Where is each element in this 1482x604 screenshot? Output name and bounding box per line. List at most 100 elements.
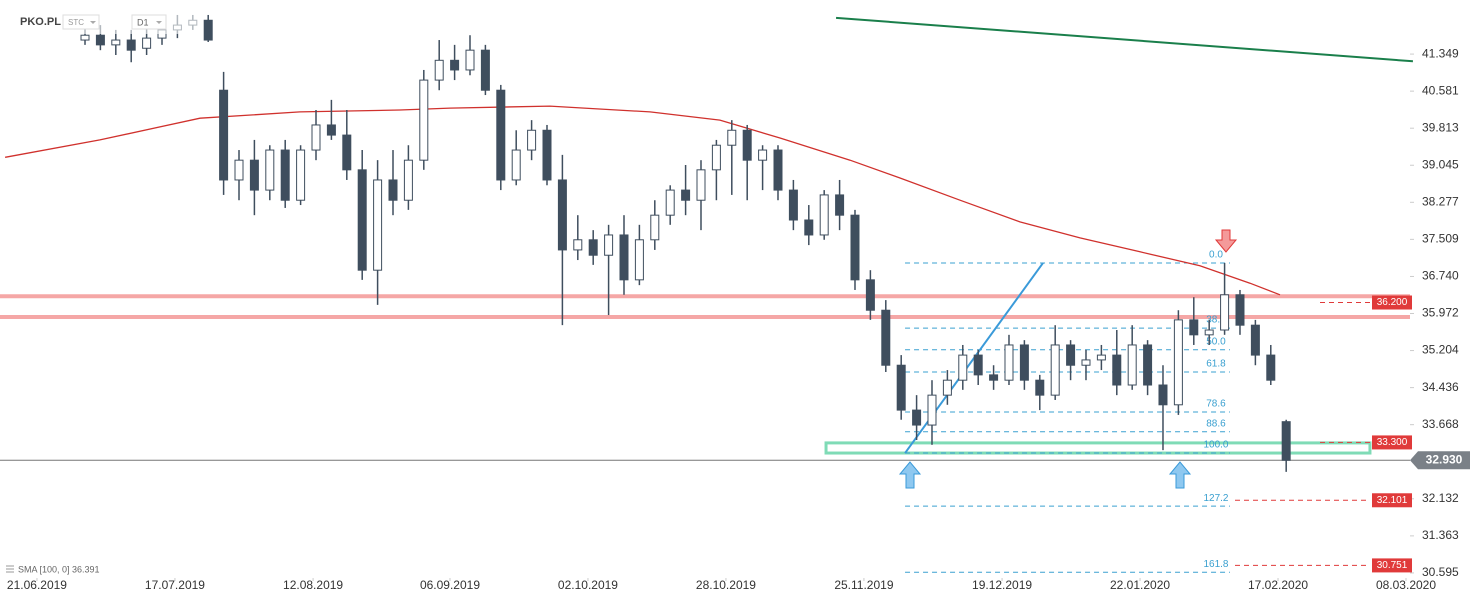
candle-body [311, 124, 321, 151]
candle-body [742, 129, 752, 161]
x-tick-label: 17.02.2020 [1248, 578, 1308, 592]
x-tick-label: 17.07.2019 [145, 578, 205, 592]
candle-body [434, 59, 444, 81]
mode: STC [68, 18, 84, 27]
fib-label: 61.8 [1206, 359, 1226, 370]
candle-body [326, 124, 336, 136]
candle-body [1143, 344, 1153, 386]
candle-body [1019, 344, 1029, 381]
y-tick-label: 39.045 [1422, 157, 1459, 171]
plot: 0.0 38.2 50.0 61.8 78.6 88.6 100.0 127.2 161.8 [0, 14, 1414, 573]
candle-body [234, 159, 244, 181]
price-tag [1372, 435, 1412, 450]
y-tick-label: 41.349 [1422, 46, 1459, 60]
candle-body [1189, 319, 1199, 336]
candle-body [1158, 384, 1168, 406]
candle-body [219, 89, 229, 181]
x-tick-label: 19.12.2019 [972, 578, 1032, 592]
candle-body [773, 149, 783, 191]
candle-body [1235, 294, 1245, 326]
candle-body [989, 374, 999, 381]
candle-body [727, 129, 737, 146]
candle-body [357, 169, 367, 271]
up-arrow [898, 461, 922, 489]
x-tick-label: 25.11.2019 [834, 578, 893, 592]
x-tick-label: 02.10.2019 [558, 578, 618, 592]
y-tick-label: 39.813 [1422, 120, 1459, 134]
candle-body [1204, 329, 1214, 336]
y-tick-label: 37.509 [1422, 232, 1459, 246]
candle-body [496, 89, 506, 181]
trendline [835, 16, 1414, 63]
legend[interactable]: SMA [100, 0] 36.391 [18, 564, 100, 574]
y-tick-label: 36.740 [1422, 269, 1459, 283]
candle-body [850, 214, 860, 281]
x-tick-label: 12.08.2019 [283, 578, 343, 592]
candle-body [650, 214, 660, 241]
fib-label: 78.6 [1206, 399, 1226, 410]
candle-body [681, 189, 691, 201]
y-tick-label: 33.668 [1422, 417, 1459, 431]
price-tag [1372, 295, 1412, 310]
candle-body [465, 49, 475, 71]
price-tag-label: 36.200 [1377, 297, 1408, 308]
last-price-tag [1410, 451, 1470, 470]
candle-body [804, 219, 814, 236]
price-tag-label: 33.300 [1377, 437, 1408, 448]
y-tick-label: 38.277 [1422, 194, 1459, 208]
last-price-label: 32.930 [1426, 452, 1463, 466]
sma-line [4, 105, 1281, 296]
candle-body [1173, 319, 1183, 406]
fib-label: 88.6 [1206, 418, 1226, 429]
fib-label: 100.0 [1203, 440, 1228, 451]
down-arrow [1214, 229, 1238, 253]
price-tag-label: 32.101 [1377, 495, 1408, 506]
up-arrow [1168, 461, 1192, 489]
candle-body [1004, 344, 1014, 381]
candle-body [1081, 359, 1091, 366]
candle-body [865, 279, 875, 311]
candle-body [1281, 421, 1291, 461]
candle-body [896, 364, 906, 411]
candle-body [249, 159, 259, 191]
candle-body [696, 169, 706, 201]
x-tick-label: 21.06.2019 [7, 578, 67, 592]
price-tag [1372, 558, 1412, 573]
candle-body [280, 149, 290, 201]
candle-body [1127, 344, 1137, 386]
legend-icon [6, 565, 14, 573]
candle-body [788, 189, 798, 221]
fib-label: 38.2 [1206, 315, 1226, 326]
fib-label: 161.8 [1203, 559, 1228, 570]
candle-body [403, 159, 413, 201]
candle-body [111, 39, 121, 46]
x-tick-label: 06.09.2019 [420, 578, 480, 592]
candle-body [342, 134, 352, 171]
fib-label: 0.0 [1209, 250, 1223, 261]
x-tick-label: 28.10.2019 [696, 578, 756, 592]
y-tick-label: 35.204 [1422, 343, 1459, 357]
y-tick-label: 32.132 [1422, 491, 1459, 505]
mode-select[interactable] [62, 14, 100, 30]
candle-body [142, 37, 152, 49]
candle-body [95, 34, 105, 46]
fib-label: 127.2 [1203, 493, 1228, 504]
candle-body [450, 59, 460, 71]
y-tick-label: 34.436 [1422, 380, 1459, 394]
candle-body [80, 34, 90, 41]
candle-body [527, 129, 537, 151]
interval-select[interactable] [131, 14, 167, 30]
candle-body [604, 234, 614, 256]
candle-body [1250, 324, 1260, 356]
candle-body [819, 194, 829, 236]
candle-body [126, 39, 136, 51]
candle-body [203, 19, 213, 41]
candle-body [1096, 354, 1106, 361]
candle-body [973, 354, 983, 376]
header-bg [0, 0, 200, 34]
candle-body [758, 149, 768, 161]
y-tick-label: 31.363 [1422, 528, 1459, 542]
candle-body [480, 49, 490, 91]
symbol[interactable]: PKO.PL [20, 16, 61, 28]
